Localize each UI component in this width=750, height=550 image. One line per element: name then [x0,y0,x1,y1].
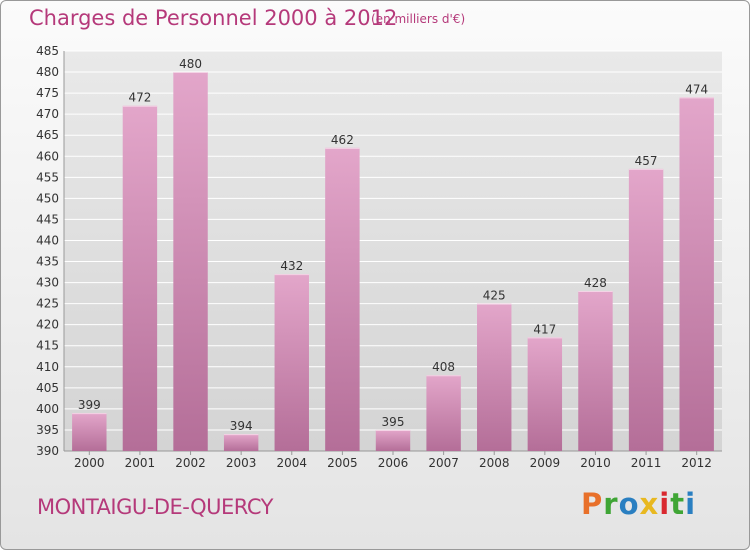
y-tick-label: 400 [36,402,59,416]
data-label: 425 [483,289,506,303]
y-tick-label: 420 [36,318,59,332]
x-tick-label: 2006 [378,456,409,470]
y-tick-label: 410 [36,360,59,374]
chart-title: Charges de Personnel 2000 à 2012 [29,6,398,30]
bar-2000 [72,413,107,451]
bar-2006 [375,429,411,451]
data-label: 417 [533,322,556,336]
x-tick-label: 2001 [125,456,156,470]
bar-2003 [223,434,259,451]
bar-2011 [628,168,664,452]
data-label: 457 [635,154,658,168]
y-tick-label: 465 [36,128,59,142]
y-tick-label: 485 [36,44,59,58]
y-tick-label: 475 [36,86,59,100]
x-tick-label: 2005 [327,456,358,470]
data-label: 472 [128,91,151,105]
y-tick-label: 480 [36,65,59,79]
x-tick-label: 2007 [428,456,459,470]
x-tick-label: 2010 [580,456,611,470]
x-tick-label: 2012 [681,456,712,470]
bars [72,72,714,452]
y-tick-label: 455 [36,170,59,184]
commune-name: MONTAIGU-DE-QUERCY [37,495,273,519]
y-tick-label: 435 [36,255,59,269]
bar-2001 [122,105,158,451]
bar-2007 [426,375,461,451]
x-tick-label: 2008 [479,456,510,470]
x-tick-label: 2009 [530,456,561,470]
chart-subtitle: (en milliers d'€) [371,12,466,26]
data-label: 474 [685,82,708,96]
data-label: 399 [78,398,101,412]
bar-2012 [679,97,714,451]
bar-2010 [578,291,613,451]
bar-2009 [527,337,563,451]
bar-2005 [325,147,360,451]
data-label: 428 [584,276,607,290]
data-label: 408 [432,360,455,374]
data-label: 462 [331,133,354,147]
data-labels: 399 472 480 394 432 462 395 408 425 417 428 457 474 [78,57,708,433]
y-tick-label: 460 [36,149,59,163]
y-tick-label: 470 [36,107,59,121]
x-tick-label: 2004 [276,456,307,470]
bar-2002 [173,72,208,451]
y-tick-label: 430 [36,276,59,290]
x-axis: 2000 2001 2002 2003 2004 2005 2006 2007 2008 2009… [74,451,712,470]
proxiti-logo: Proxiti [581,487,697,521]
bar-2008 [477,303,512,451]
y-tick-label: 445 [36,212,59,226]
y-tick-label: 395 [36,423,59,437]
data-label: 394 [230,419,253,433]
y-tick-label: 390 [36,444,59,458]
bar-2004 [274,274,309,451]
data-label: 432 [280,259,303,273]
data-label: 395 [382,415,405,429]
y-tick-label: 450 [36,191,59,205]
x-tick-label: 2011 [631,456,662,470]
plot-area [64,51,722,451]
y-tick-label: 425 [36,297,59,311]
x-tick-label: 2000 [74,456,105,470]
y-tick-label: 440 [36,233,59,247]
y-tick-label: 415 [36,339,59,353]
x-tick-label: 2003 [226,456,257,470]
y-tick-label: 405 [36,381,59,395]
data-label: 480 [179,57,202,71]
x-tick-label: 2002 [175,456,206,470]
